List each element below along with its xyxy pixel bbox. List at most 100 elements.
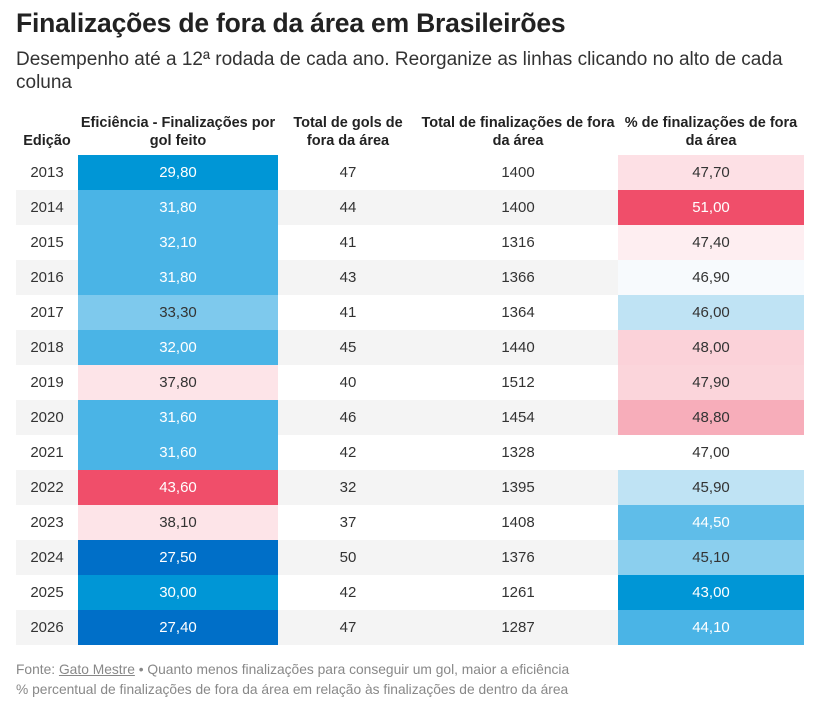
cell-gols: 50 (278, 540, 418, 575)
cell-percentual: 47,00 (618, 435, 804, 470)
data-table: Edição Eficiência - Finalizações por gol… (16, 114, 804, 645)
table-row: 2020 31,60 46 1454 48,80 (16, 400, 804, 435)
cell-edicao: 2024 (16, 540, 78, 575)
cell-finalizacoes: 1400 (418, 190, 618, 225)
cell-edicao: 2021 (30, 444, 64, 461)
header-row: Edição Eficiência - Finalizações por gol… (16, 114, 804, 155)
cell-finalizacoes: 1316 (501, 234, 535, 251)
cell-gols: 42 (339, 444, 357, 461)
cell-percentual: 48,00 (618, 330, 804, 365)
table-row: 2017 33,30 41 1364 46,00 (16, 295, 804, 330)
cell-eficiencia: 29,80 (78, 155, 278, 190)
cell-percentual: 43,00 (618, 575, 804, 610)
column-header-edicao[interactable]: Edição (23, 133, 71, 149)
source-prefix: Fonte: (16, 662, 59, 677)
cell-gols: 40 (339, 374, 357, 391)
cell-finalizacoes: 1261 (501, 584, 535, 601)
cell-eficiencia: 43,60 (78, 470, 278, 505)
table-row: 2014 31,80 44 1400 51,00 (16, 190, 804, 225)
cell-eficiencia: 31,60 (78, 400, 278, 435)
cell-finalizacoes: 1376 (418, 540, 618, 575)
cell-percentual: 44,10 (618, 610, 804, 645)
source-link[interactable]: Gato Mestre (58, 662, 135, 677)
cell-finalizacoes: 1400 (501, 164, 535, 181)
cell-gols: 45 (278, 330, 418, 365)
table-row: 2022 43,60 32 1395 45,90 (16, 470, 804, 505)
cell-finalizacoes: 1287 (418, 610, 618, 645)
cell-finalizacoes: 1454 (418, 400, 618, 435)
cell-eficiencia: 32,10 (78, 225, 278, 260)
cell-gols: 41 (339, 234, 357, 251)
cell-gols: 44 (278, 190, 418, 225)
cell-percentual: 46,00 (618, 295, 804, 330)
cell-edicao: 2015 (30, 234, 64, 251)
cell-gols: 47 (339, 164, 357, 181)
footer-line-1: Fonte: Gato Mestre • Quanto menos finali… (16, 660, 817, 680)
cell-percentual: 45,90 (618, 470, 804, 505)
column-header-finalizacoes[interactable]: Total de finalizações de fora da área (421, 115, 615, 149)
cell-percentual: 47,40 (618, 225, 804, 260)
table-row: 2026 27,40 47 1287 44,10 (16, 610, 804, 645)
table-row: 2015 32,10 41 1316 47,40 (16, 225, 804, 260)
cell-eficiencia: 37,80 (78, 365, 278, 400)
cell-finalizacoes: 1366 (418, 260, 618, 295)
cell-gols: 47 (278, 610, 418, 645)
table-row: 2016 31,80 43 1366 46,90 (16, 260, 804, 295)
cell-eficiencia: 32,00 (78, 330, 278, 365)
cell-edicao: 2025 (30, 584, 64, 601)
cell-percentual: 46,90 (618, 260, 804, 295)
cell-edicao: 2013 (30, 164, 64, 181)
cell-gols: 32 (278, 470, 418, 505)
column-header-eficiencia[interactable]: Eficiência - Finalizações por gol feito (80, 115, 276, 149)
column-header-gols[interactable]: Total de gols de fora da área (293, 115, 403, 149)
footer: Fonte: Gato Mestre • Quanto menos finali… (16, 660, 817, 700)
table-row: 2024 27,50 50 1376 45,10 (16, 540, 804, 575)
cell-edicao: 2017 (30, 304, 64, 321)
table-row: 2019 37,80 40 1512 47,90 (16, 365, 804, 400)
cell-percentual: 51,00 (618, 190, 804, 225)
cell-eficiencia: 27,50 (78, 540, 278, 575)
cell-edicao: 2019 (30, 374, 64, 391)
cell-eficiencia: 31,60 (78, 435, 278, 470)
cell-percentual: 47,90 (618, 365, 804, 400)
cell-eficiencia: 33,30 (78, 295, 278, 330)
cell-finalizacoes: 1512 (501, 374, 535, 391)
cell-eficiencia: 38,10 (78, 505, 278, 540)
cell-gols: 41 (339, 304, 357, 321)
cell-finalizacoes: 1440 (418, 330, 618, 365)
cell-gols: 37 (339, 514, 357, 531)
cell-percentual: 44,50 (618, 505, 804, 540)
footer-note-2: % percentual de finalizações de fora da … (16, 682, 569, 697)
column-header-percentual[interactable]: % de finalizações de fora da área (624, 115, 798, 149)
cell-eficiencia: 27,40 (78, 610, 278, 645)
table-row: 2013 29,80 47 1400 47,70 (16, 155, 804, 190)
cell-finalizacoes: 1395 (418, 470, 618, 505)
cell-percentual: 48,80 (618, 400, 804, 435)
chart-title: Finalizações de fora da área em Brasilei… (16, 8, 566, 38)
cell-edicao: 2020 (16, 400, 78, 435)
cell-edicao: 2018 (16, 330, 78, 365)
cell-edicao: 2016 (16, 260, 78, 295)
table-body: 2013 29,80 47 1400 47,70 2014 31,80 44 1400 51,00… (16, 155, 804, 645)
table-row: 2023 38,10 37 1408 44,50 (16, 505, 804, 540)
cell-edicao: 2023 (30, 514, 64, 531)
cell-percentual: 45,10 (618, 540, 804, 575)
table-row: 2025 30,00 42 1261 43,00 (16, 575, 804, 610)
cell-gols: 43 (278, 260, 418, 295)
cell-edicao: 2026 (16, 610, 78, 645)
cell-finalizacoes: 1328 (501, 444, 535, 461)
cell-gols: 42 (339, 584, 357, 601)
cell-finalizacoes: 1364 (501, 304, 535, 321)
cell-finalizacoes: 1408 (501, 514, 535, 531)
cell-eficiencia: 30,00 (78, 575, 278, 610)
footer-note-1: • Quanto menos finalizações para consegu… (134, 662, 570, 677)
table-row: 2018 32,00 45 1440 48,00 (16, 330, 804, 365)
cell-gols: 46 (278, 400, 418, 435)
chart-subtitle: Desempenho até a 12ª rodada de cada ano.… (16, 49, 783, 93)
cell-edicao: 2014 (16, 190, 78, 225)
table-row: 2021 31,60 42 1328 47,00 (16, 435, 804, 470)
cell-percentual: 47,70 (618, 155, 804, 190)
cell-eficiencia: 31,80 (78, 260, 278, 295)
cell-eficiencia: 31,80 (78, 190, 278, 225)
